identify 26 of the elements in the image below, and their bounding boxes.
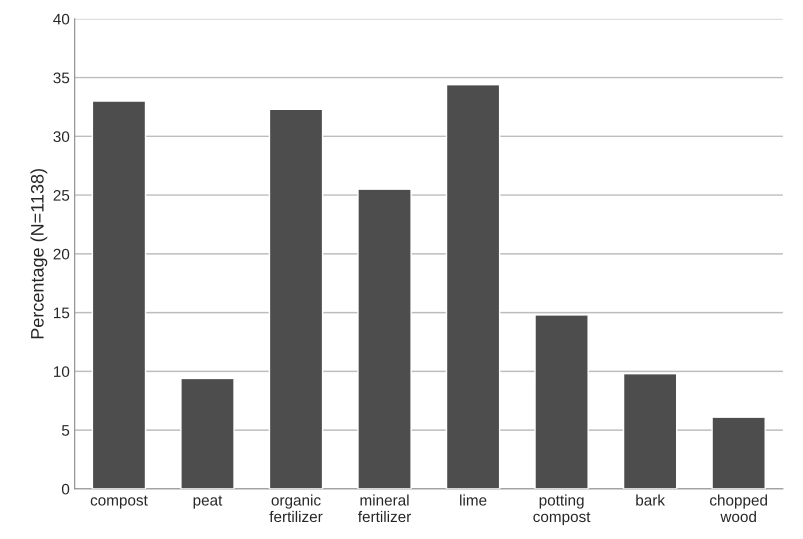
x-tick-label: mineral fertilizer [358, 494, 412, 522]
y-tick-label: 40 [53, 14, 70, 25]
x-tick-label: potting compost [533, 494, 590, 526]
y-tick-label: 0 [62, 484, 70, 495]
bar [534, 314, 589, 489]
x-tick-label: chopped wood [710, 494, 767, 522]
x-tick-label: lime [460, 494, 486, 506]
y-tick-label: 35 [53, 72, 70, 84]
y-tick-label: 5 [62, 425, 70, 436]
x-tick-label: bark [636, 494, 666, 506]
bar [357, 188, 412, 489]
y-tick-label: 20 [54, 248, 70, 260]
x-tick-label: organic fertilizer [269, 494, 322, 522]
bar [446, 84, 500, 489]
y-tick-label: 25 [54, 190, 70, 201]
x-tick-label: peat [194, 496, 222, 509]
bar [622, 373, 678, 489]
x-tick-label: compost [90, 496, 148, 509]
y-tick-label: 30 [53, 131, 70, 142]
y-tick-label: 15 [54, 308, 70, 318]
bar [180, 378, 235, 489]
bar [268, 108, 324, 489]
y-axis-title: Percentage (N=1138) [30, 169, 48, 338]
y-tick-label: 10 [54, 366, 70, 378]
bar [711, 416, 766, 489]
bar [92, 100, 146, 489]
